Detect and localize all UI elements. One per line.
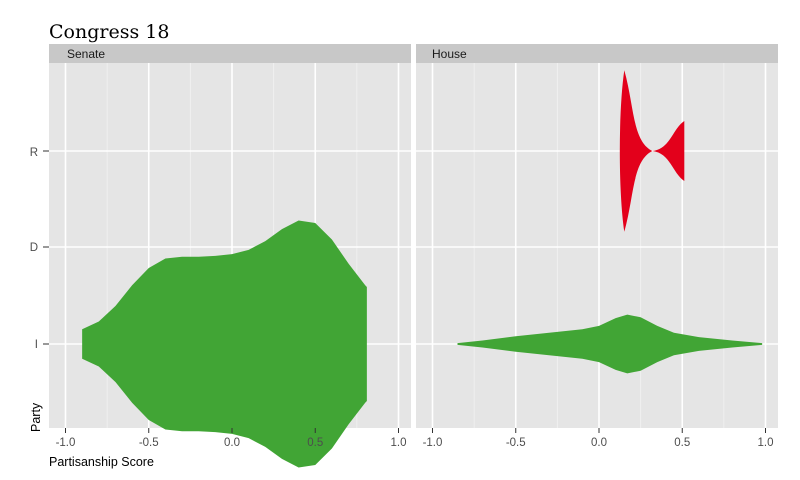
violin-house-i [457, 314, 763, 374]
panel-house-violins [457, 70, 763, 374]
x-tick-label: 0.0 [224, 437, 240, 449]
x-axis-title: Partisanship Score [49, 455, 154, 469]
panel-senate: Senate [49, 44, 411, 468]
y-axis-title: Party [29, 402, 43, 432]
panel-senate-strip-label: Senate [67, 47, 105, 61]
x-tick-label: 1.0 [758, 437, 774, 449]
violin-house-r [619, 70, 685, 232]
panel-house-strip-label: House [432, 47, 467, 61]
x-tick-label: -0.5 [139, 437, 159, 449]
y-tick-label-r: R [30, 147, 38, 159]
x-tick-label: 0.0 [591, 437, 607, 449]
y-axis: R D I [30, 147, 49, 351]
y-tick-label-i: I [35, 339, 38, 351]
violin-senate-i [82, 220, 367, 468]
panel-house-background [416, 63, 778, 428]
x-tick-label: 1.0 [391, 437, 407, 449]
x-tick-label: 0.5 [307, 437, 323, 449]
panel-house: House [416, 44, 778, 428]
x-axis: -1.0 -0.5 0.0 0.5 1.0 -1.0 -0.5 0.0 0.5 1.0 [56, 428, 774, 449]
x-tick-label: -1.0 [423, 437, 443, 449]
panel-senate-strip [49, 44, 411, 63]
chart-title: Congress 18 [49, 21, 169, 43]
x-tick-label: -1.0 [56, 437, 76, 449]
x-tick-label: -0.5 [506, 437, 526, 449]
x-tick-label: 0.5 [674, 437, 690, 449]
panel-senate-violins [82, 220, 367, 468]
panel-house-strip [416, 44, 778, 63]
y-tick-label-d: D [30, 242, 38, 254]
